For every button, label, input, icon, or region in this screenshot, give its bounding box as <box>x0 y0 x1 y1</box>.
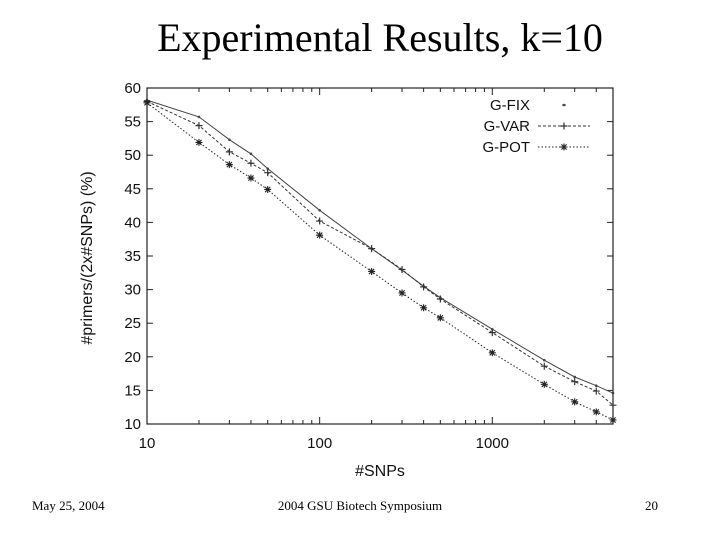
data-point <box>368 267 376 275</box>
y-tick-label: 30 <box>124 282 141 299</box>
data-point <box>225 161 233 169</box>
x-tick-label: 1000 <box>476 435 509 452</box>
data-point <box>197 115 201 119</box>
data-point <box>398 265 406 273</box>
y-tick-label: 20 <box>124 349 141 366</box>
y-tick-label: 15 <box>124 382 141 399</box>
data-point <box>573 375 576 379</box>
x-axis-ticks: 10 100 1000 <box>139 88 614 452</box>
data-point <box>611 391 615 395</box>
data-point <box>225 148 233 156</box>
series-line <box>146 99 614 394</box>
y-axis-ticks: 10 15 20 25 30 35 40 45 50 55 60 <box>124 80 613 433</box>
data-point <box>316 231 324 239</box>
data-point <box>420 304 428 312</box>
data-point <box>488 349 496 357</box>
y-axis-label: #primers/(2x#SNPs) (%) <box>79 171 96 344</box>
x-tick-label: 100 <box>307 435 332 452</box>
footer-event: 2004 GSU Biotech Symposium <box>277 498 443 513</box>
series-line <box>146 102 614 421</box>
data-point <box>609 416 617 424</box>
data-point <box>264 169 272 177</box>
data-point <box>542 358 546 362</box>
series-layer <box>143 97 617 424</box>
y-tick-label: 45 <box>124 181 141 198</box>
x-tick-label: 10 <box>139 435 156 452</box>
y-tick-label: 40 <box>124 214 141 231</box>
legend-label: G-FIX <box>490 97 530 114</box>
data-point <box>420 283 428 291</box>
data-point <box>540 380 548 388</box>
data-point <box>249 152 253 156</box>
data-point <box>436 314 444 322</box>
legend-marker <box>560 143 568 151</box>
data-point <box>609 401 617 409</box>
series-g-pot <box>143 99 617 424</box>
plot-frame <box>146 87 614 425</box>
legend-label: G-VAR <box>484 118 531 135</box>
data-point <box>592 408 600 416</box>
y-tick-label: 60 <box>124 80 141 97</box>
y-tick-label: 35 <box>124 248 141 265</box>
series-g-var <box>143 97 617 409</box>
data-point <box>398 289 406 297</box>
data-point <box>195 122 203 130</box>
data-point <box>540 362 548 370</box>
y-tick-label: 55 <box>124 114 141 131</box>
legend-marker <box>560 122 568 130</box>
legend-marker <box>562 103 566 107</box>
data-point <box>247 174 255 182</box>
data-point <box>571 398 579 406</box>
data-point <box>266 167 269 170</box>
data-point <box>264 185 272 193</box>
data-point <box>195 138 203 146</box>
y-tick-label: 50 <box>124 147 141 164</box>
footer-page-number: 20 <box>645 498 658 513</box>
legend: G-FIX G-VAR G-POT <box>483 97 590 156</box>
data-point <box>436 295 444 303</box>
y-tick-label: 10 <box>124 416 141 433</box>
data-point <box>228 138 231 142</box>
data-point <box>594 384 598 387</box>
data-point <box>318 209 321 212</box>
legend-label: G-POT <box>483 139 531 156</box>
x-axis-label: #SNPs <box>355 463 405 480</box>
data-point <box>592 387 600 395</box>
data-point <box>488 329 496 337</box>
series-g-fix <box>145 98 615 395</box>
data-point <box>143 99 151 107</box>
footer-date: May 25, 2004 <box>32 498 105 513</box>
data-point <box>316 217 324 225</box>
data-point <box>247 159 255 167</box>
slide-title: Experimental Results, k=10 <box>157 15 603 60</box>
y-tick-label: 25 <box>124 315 141 332</box>
data-point <box>571 378 579 386</box>
data-point <box>368 245 376 253</box>
